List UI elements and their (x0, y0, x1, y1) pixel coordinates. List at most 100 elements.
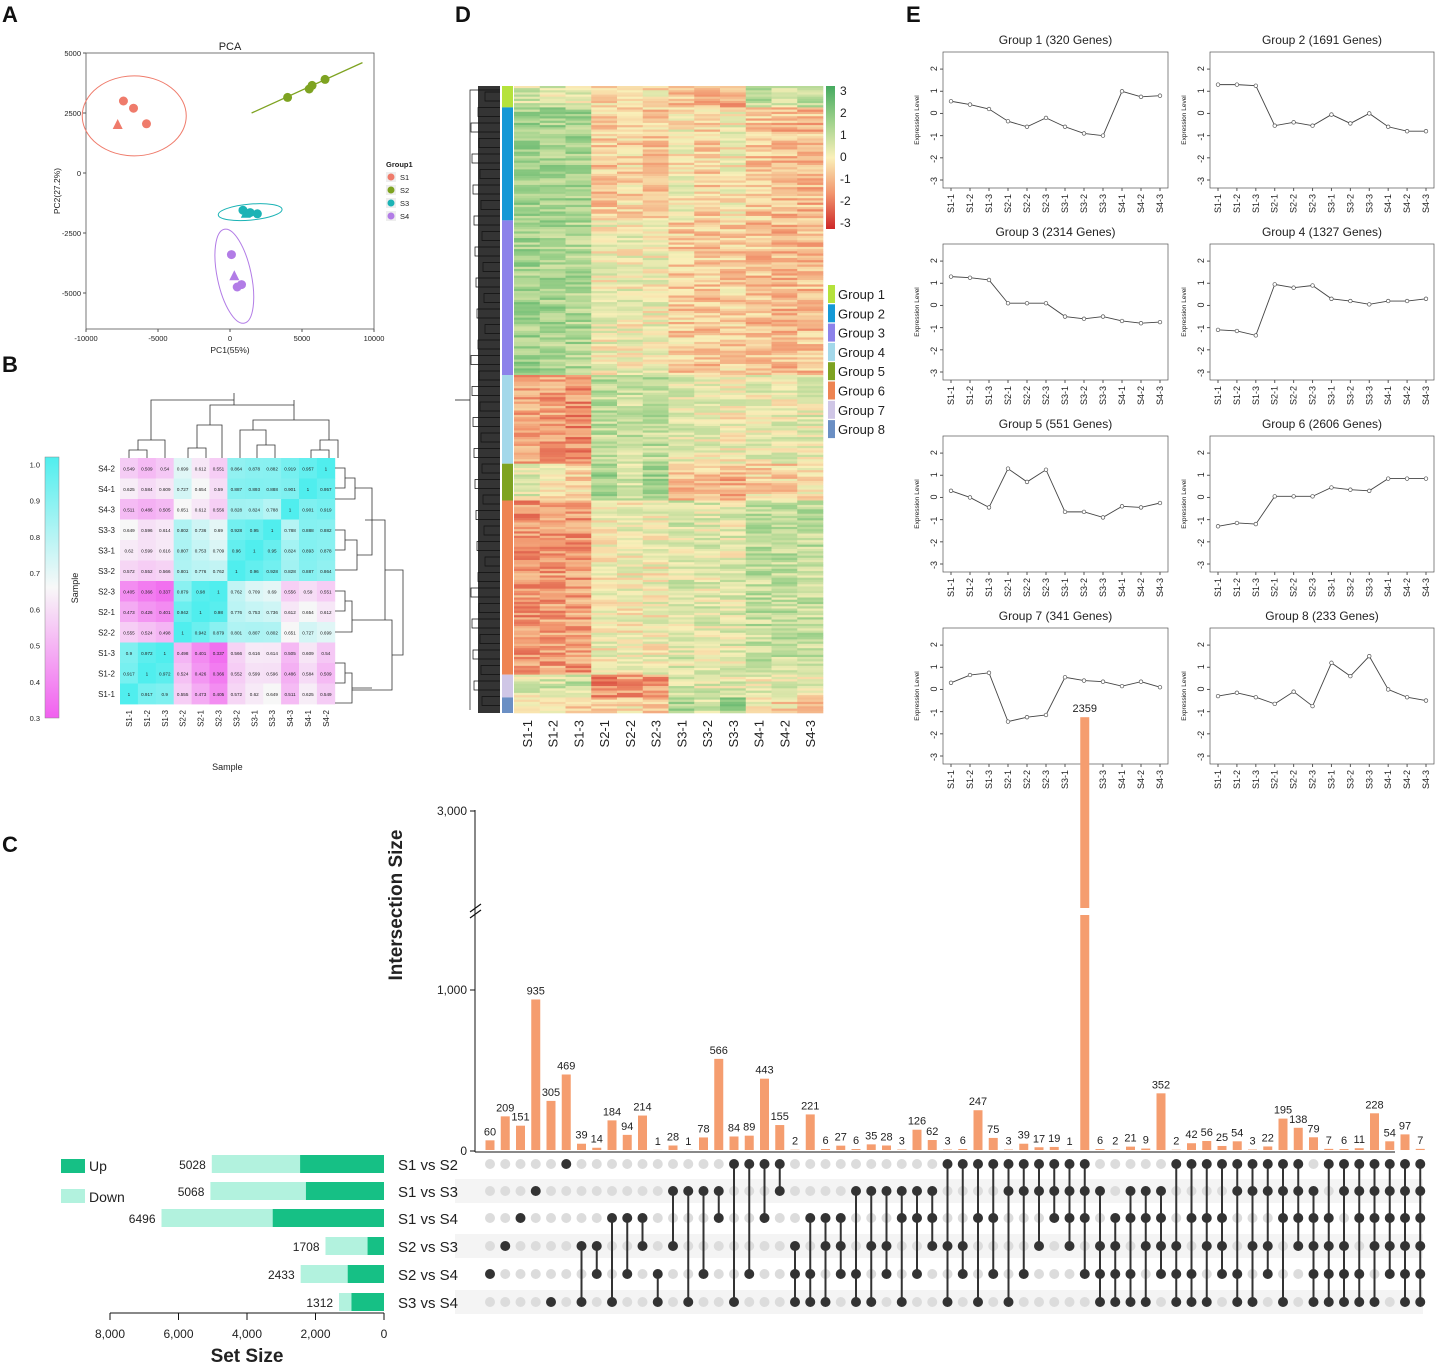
heatmap-cell (694, 612, 721, 616)
heatmap-cell (694, 643, 721, 647)
heatmap-cell (514, 593, 541, 596)
heatmap-cell (565, 372, 592, 376)
heatmap-cell (591, 304, 618, 307)
corr-cell-value: 0.549 (123, 466, 135, 471)
heatmap-cell (617, 390, 644, 394)
corr-cell (209, 540, 228, 561)
heatmap-legend-key (828, 420, 835, 439)
heatmap-cell (771, 421, 798, 425)
heatmap-cell (642, 634, 669, 638)
heatmap-cell (720, 153, 747, 157)
heatmap-cell (720, 645, 747, 649)
heatmap-cell (565, 688, 592, 691)
heatmap-cell (668, 701, 695, 705)
heatmap-cell (771, 370, 798, 374)
profile-xtick-label: S3-1 (1326, 386, 1336, 405)
heatmap-cell (745, 341, 772, 345)
profile-xtick-label: S1-1 (1213, 578, 1223, 597)
heatmap-cell (539, 162, 566, 166)
upset-dot (485, 1297, 495, 1307)
heatmap-cell (745, 487, 772, 490)
heatmap-cell (617, 335, 644, 338)
heatmap-cell (591, 604, 618, 607)
upset-bar-label: 935 (527, 985, 545, 997)
heatmap-col-label: S3-1 (674, 720, 689, 747)
heatmap-cell (565, 650, 592, 653)
heatmap-cell (720, 122, 747, 126)
profile-title: Group 4 (1327 Genes) (1262, 225, 1382, 239)
heatmap-cell (514, 88, 541, 91)
heatmap-cell (539, 198, 566, 201)
heatmap-cell (642, 515, 669, 519)
heatmap-cell (771, 86, 798, 89)
heatmap-cell (565, 211, 592, 215)
heatmap-cell (617, 590, 644, 594)
heatmap-cell (514, 710, 541, 714)
heatmap-cell (720, 171, 747, 175)
heatmap-cell (539, 350, 566, 354)
heatmap-cell (745, 604, 772, 607)
corr-cell-value: 0.584 (302, 671, 314, 676)
heatmap-cell (514, 588, 541, 592)
heatmap-cell (565, 86, 592, 89)
heatmap-cell (771, 388, 798, 391)
heatmap-cell (617, 485, 644, 488)
heatmap-cell (591, 375, 618, 378)
heatmap-cell (694, 623, 721, 627)
profile-point (1024, 715, 1030, 720)
heatmap-cell (539, 381, 566, 385)
corr-cell-value: 0.788 (266, 507, 278, 512)
corr-colorbar-tick: 0.6 (30, 605, 40, 614)
heatmap-cell (617, 187, 644, 190)
heatmap-cell (617, 681, 644, 685)
heatmap-cell (797, 414, 824, 418)
heatmap-legend-key (828, 381, 835, 400)
heatmap-cell (565, 546, 592, 550)
corr-cell (245, 540, 264, 561)
heatmap-cell (591, 348, 618, 352)
heatmap-cell (642, 238, 669, 241)
heatmap-cell (668, 271, 695, 274)
heatmap-cell (539, 317, 566, 321)
heatmap-cell (720, 198, 747, 201)
heatmap-cell (797, 540, 824, 543)
heatmap-cell (539, 584, 566, 587)
heatmap-cell (771, 551, 798, 554)
heatmap-cell (694, 672, 721, 675)
heatmap-cell (565, 222, 592, 226)
heatmap-cell (668, 268, 695, 272)
heatmap-cell (694, 229, 721, 232)
heatmap-dendrogram-leaves (478, 86, 500, 713)
heatmap-cell (514, 209, 541, 212)
heatmap-cell (565, 608, 592, 612)
pca-ellipse-S4 (214, 228, 255, 324)
heatmap-cell (642, 652, 669, 656)
heatmap-cell (617, 240, 644, 243)
upset-bar (744, 1135, 754, 1150)
corr-row-label: S1-1 (98, 690, 115, 699)
profile-point (1024, 479, 1030, 485)
profile-point (948, 488, 954, 493)
corr-col-label: S2-2 (179, 709, 188, 726)
heatmap-cell (797, 487, 824, 490)
profile-xtick-label: S1-2 (1232, 770, 1242, 789)
heatmap-cell (745, 295, 772, 298)
heatmap-cell (617, 540, 644, 543)
upset-dot (881, 1297, 892, 1307)
heatmap-cell (591, 481, 618, 484)
heatmap-cell (642, 302, 669, 305)
heatmap-cell (745, 403, 772, 407)
heatmap-cell (771, 299, 798, 303)
heatmap-cell (642, 520, 669, 523)
heatmap-cell (771, 330, 798, 334)
heatmap-cell (617, 339, 644, 343)
heatmap-cell (797, 182, 824, 186)
pca-frame (85, 52, 375, 330)
heatmap-cell (539, 103, 566, 106)
heatmap-cell (591, 268, 618, 272)
heatmap-cell (642, 149, 669, 152)
heatmap-cell (617, 522, 644, 526)
heatmap-cell (642, 193, 669, 197)
heatmap-cell (797, 209, 824, 212)
heatmap-cell (514, 86, 541, 89)
